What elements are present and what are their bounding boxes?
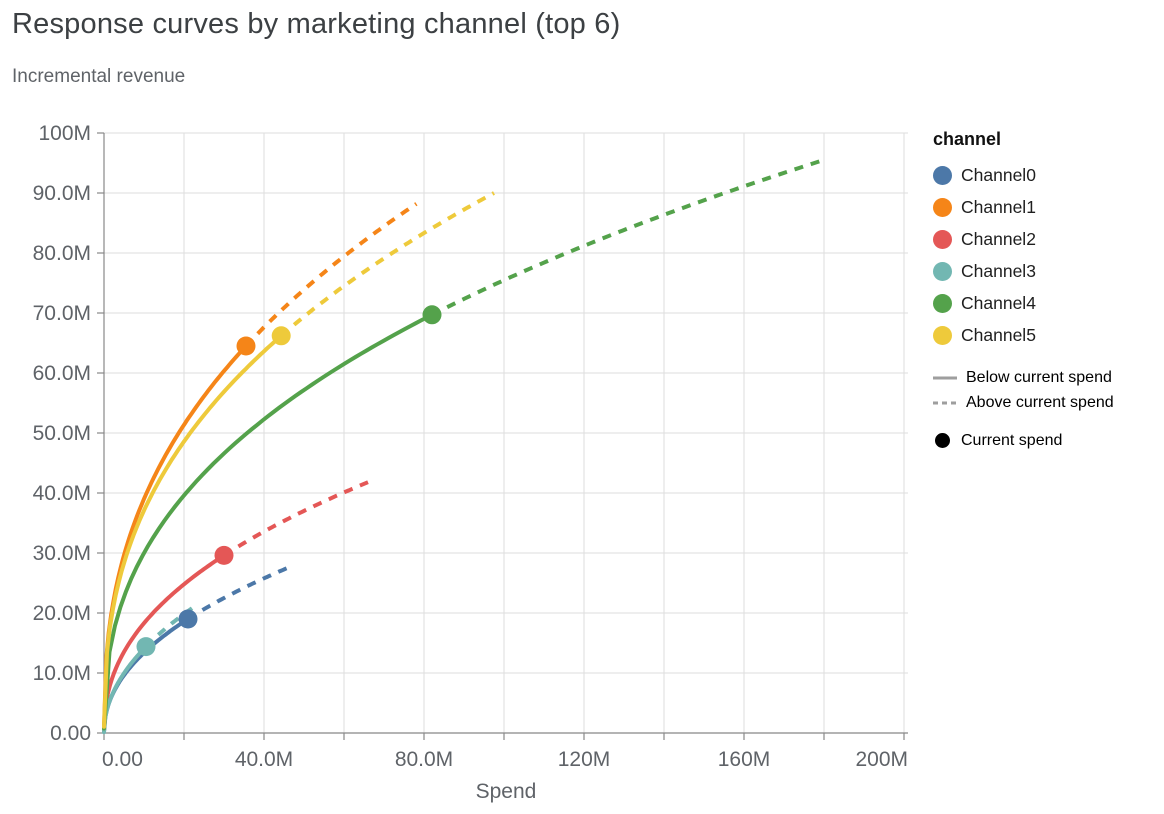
series-Channel1-above-current-line — [244, 202, 418, 348]
chart-title: Response curves by marketing channel (to… — [12, 8, 621, 40]
x-tick-label: 200M — [855, 748, 908, 771]
legend-color-dot-icon — [933, 165, 952, 185]
legend-color-dot-icon — [933, 197, 952, 217]
x-tick-label: 160M — [718, 748, 771, 771]
x-tick-label: 40.0M — [235, 748, 293, 771]
legend-style-below-current-spend: Below current spend — [933, 365, 1114, 390]
chart-subtitle: Incremental revenue — [12, 66, 186, 87]
series-Channel2 — [102, 480, 369, 734]
y-tick-label: 100M — [38, 122, 91, 145]
y-tick-label: 60.0M — [33, 362, 91, 385]
legend-line-style-list: Below current spend Above current spend — [933, 365, 1114, 415]
legend-item-label: Channel4 — [961, 292, 1036, 313]
series-Channel5-above-current-line — [279, 191, 495, 338]
legend-item-label: Channel2 — [961, 228, 1036, 249]
y-tick-label: 0.00 — [50, 722, 91, 745]
y-tick-label: 30.0M — [33, 542, 91, 565]
series-Channel4-below-current-line — [102, 312, 434, 731]
y-tick-label: 10.0M — [33, 662, 91, 685]
series-Channel4 — [102, 157, 827, 731]
series-Channel2-below-current-line — [102, 553, 226, 734]
legend-current-spend-label: Current spend — [961, 431, 1063, 449]
legend-item-label: Channel0 — [961, 164, 1036, 185]
legend-style-label: Above current spend — [966, 393, 1114, 411]
legend-color-dot-icon — [933, 293, 952, 313]
series-Channel1 — [102, 202, 418, 729]
legend-header: channel — [933, 129, 1002, 149]
series-Channel5 — [102, 191, 495, 729]
x-tick-label: 120M — [558, 748, 611, 771]
y-tick-label: 20.0M — [33, 602, 91, 625]
series-Channel3-current-spend-dot — [136, 637, 156, 657]
x-axis-title: Spend — [476, 780, 537, 803]
tick-labels: 0.00 10.0M 20.0M 30.0M 40.0M 50.0M 60.0M 70.0M 8… — [33, 122, 908, 771]
y-tick-label: 70.0M — [33, 302, 91, 325]
axes — [97, 132, 908, 740]
series-Channel1-current-spend-dot — [236, 336, 256, 356]
legend-item-channel4: Channel4 — [933, 287, 1114, 319]
legend-style-above-current-spend: Above current spend — [933, 390, 1114, 415]
series-Channel0-below-current-line — [102, 617, 190, 734]
x-tick-label: 80.0M — [395, 748, 453, 771]
y-tick-label: 90.0M — [33, 182, 91, 205]
series-Channel2-current-spend-dot — [214, 545, 234, 565]
legend-current-spend-item: Current spend — [933, 428, 1114, 453]
series-Channel0-current-spend-dot — [178, 609, 198, 629]
legend-item-channel5: Channel5 — [933, 319, 1114, 351]
legend: channel Channel0 Channel1 Channel2 Channel3… — [933, 129, 1114, 453]
legend-item-channel3: Channel3 — [933, 255, 1114, 287]
series-Channel1-below-current-line — [102, 344, 248, 729]
legend-style-label: Below current spend — [966, 368, 1112, 386]
series-Channel0 — [102, 565, 290, 734]
y-tick-label: 80.0M — [33, 242, 91, 265]
series-Channel5-below-current-line — [102, 333, 284, 729]
legend-item-label: Channel5 — [961, 324, 1036, 345]
current-spend-marker-icon — [935, 433, 950, 448]
series-Channel5-current-spend-dot — [271, 326, 291, 346]
series-Channel4-current-spend-dot — [422, 305, 442, 325]
solid-line-icon — [933, 376, 957, 379]
legend-item-label: Channel1 — [961, 196, 1036, 217]
series-Channel4-above-current-line — [431, 157, 827, 317]
legend-item-channel1: Channel1 — [933, 191, 1114, 223]
legend-item-channel0: Channel0 — [933, 159, 1114, 191]
legend-color-dot-icon — [933, 229, 952, 249]
legend-item-channel2: Channel2 — [933, 223, 1114, 255]
series-Channel3-below-current-line — [102, 644, 148, 735]
legend-color-dot-icon — [933, 325, 952, 345]
gridlines — [104, 132, 908, 733]
legend-channel-list: Channel0 Channel1 Channel2 Channel3 Channel4… — [933, 159, 1114, 351]
y-tick-label: 40.0M — [33, 482, 91, 505]
series-Channel0-above-current-line — [186, 565, 290, 621]
dashed-line-icon — [933, 401, 957, 404]
legend-item-label: Channel3 — [961, 260, 1036, 281]
y-tick-label: 50.0M — [33, 422, 91, 445]
x-tick-label: 0.00 — [102, 748, 143, 771]
legend-color-dot-icon — [933, 261, 952, 281]
